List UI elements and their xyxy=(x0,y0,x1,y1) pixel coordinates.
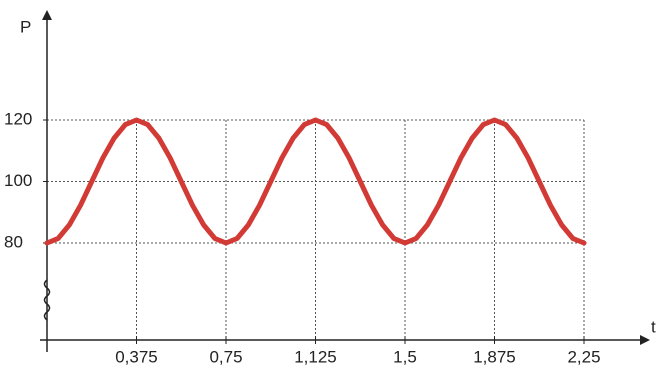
y-tick-label: 120 xyxy=(4,109,32,128)
y-tick-label: 80 xyxy=(4,232,23,251)
x-tick-label: 1,125 xyxy=(294,347,337,366)
y-axis-label: P xyxy=(20,17,31,36)
x-tick-label: 2,25 xyxy=(567,347,600,366)
curve xyxy=(44,117,587,246)
y-tick-label: 100 xyxy=(4,171,32,190)
grid xyxy=(47,119,585,340)
x-tick-label: 0,75 xyxy=(209,347,242,366)
x-tick-label: 1,875 xyxy=(473,347,516,366)
x-axis-label: t xyxy=(651,317,656,336)
x-tick-label: 0,375 xyxy=(115,347,158,366)
axis-break xyxy=(43,279,51,321)
x-tick-label: 1,5 xyxy=(393,347,417,366)
